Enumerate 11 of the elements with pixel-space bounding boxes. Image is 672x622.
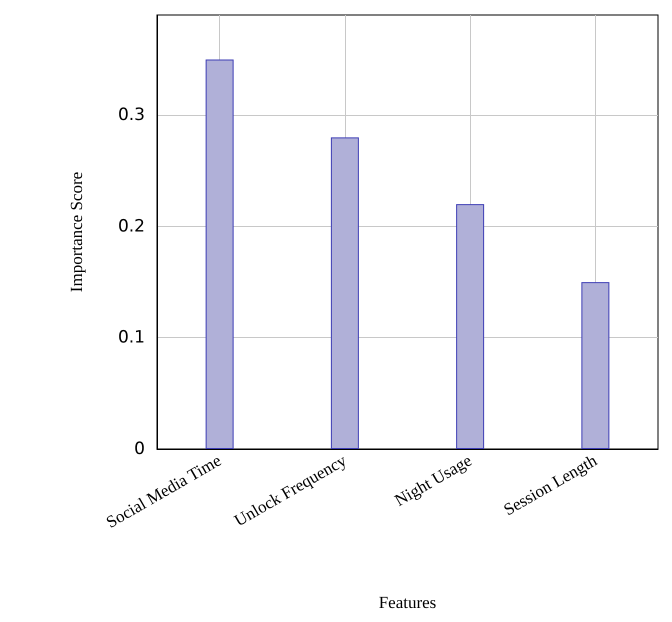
y-axis-title: Importance Score (67, 172, 86, 292)
bar (330, 137, 359, 449)
x-axis-title: Features (378, 593, 436, 612)
y-tick-label: 0 (134, 439, 145, 459)
x-tick-label: Night Usage (391, 450, 475, 510)
y-tick-label: 0.2 (118, 216, 145, 236)
y-tick-label: 0.1 (118, 328, 145, 348)
y-tick-label: 0.3 (118, 105, 145, 126)
bar (206, 60, 234, 449)
bar (456, 204, 484, 449)
bar (581, 282, 610, 449)
